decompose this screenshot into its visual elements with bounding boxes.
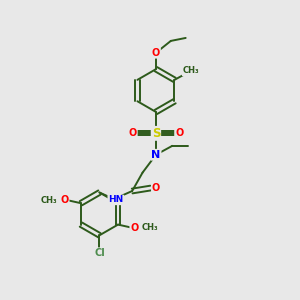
Text: HN: HN <box>108 195 123 204</box>
Text: CH₃: CH₃ <box>41 196 57 205</box>
Text: N: N <box>151 150 160 160</box>
Text: Cl: Cl <box>94 248 105 258</box>
Text: O: O <box>152 48 160 58</box>
Text: O: O <box>61 195 69 205</box>
Text: O: O <box>130 223 139 232</box>
Text: S: S <box>152 127 160 140</box>
Text: CH₃: CH₃ <box>142 223 158 232</box>
Text: CH₃: CH₃ <box>182 66 199 75</box>
Text: O: O <box>175 128 183 138</box>
Text: O: O <box>129 128 137 138</box>
Text: O: O <box>152 183 160 193</box>
